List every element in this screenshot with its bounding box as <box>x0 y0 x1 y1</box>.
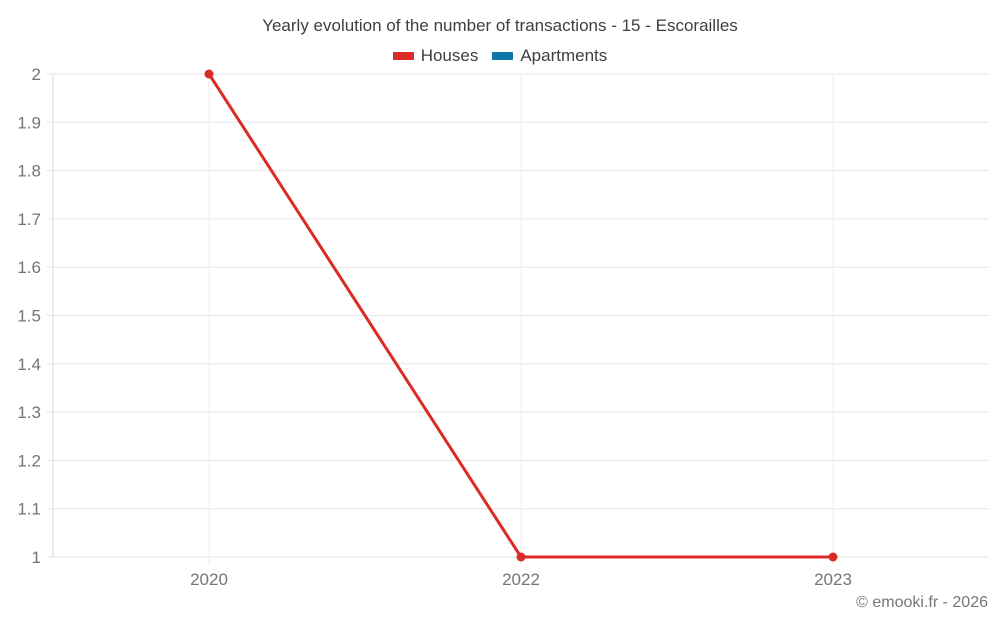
y-tick-label: 1.4 <box>17 355 41 374</box>
chart-legend: Houses Apartments <box>0 46 1000 66</box>
x-tick-label: 2022 <box>502 570 540 589</box>
x-tick-label: 2020 <box>190 570 228 589</box>
y-tick-label: 1.2 <box>17 451 41 470</box>
y-tick-label: 1.5 <box>17 307 41 326</box>
y-tick-label: 1.9 <box>17 113 41 132</box>
legend-item-apartments[interactable]: Apartments <box>492 46 607 66</box>
chart-title: Yearly evolution of the number of transa… <box>262 16 738 35</box>
y-tick-label: 1.3 <box>17 403 41 422</box>
y-tick-label: 1.1 <box>17 500 41 519</box>
legend-label-houses: Houses <box>420 46 479 65</box>
data-point-houses-2023[interactable] <box>828 552 838 562</box>
legend-label-apartments: Apartments <box>520 46 608 65</box>
y-tick-label: 1.6 <box>17 258 41 277</box>
y-tick-label: 1.8 <box>17 162 41 181</box>
y-tick-label: 1 <box>32 548 41 567</box>
copyright-notice: © emooki.fr - 2026 <box>856 594 988 611</box>
legend-item-houses[interactable]: Houses <box>392 46 479 66</box>
legend-swatch-apartments-icon <box>492 52 514 60</box>
data-point-houses-2022[interactable] <box>516 552 526 562</box>
legend-swatch-houses-icon <box>392 52 414 60</box>
x-tick-label: 2023 <box>814 570 852 589</box>
y-tick-label: 2 <box>32 65 41 84</box>
y-tick-label: 1.7 <box>17 210 41 229</box>
data-point-houses-2020[interactable] <box>204 69 214 79</box>
